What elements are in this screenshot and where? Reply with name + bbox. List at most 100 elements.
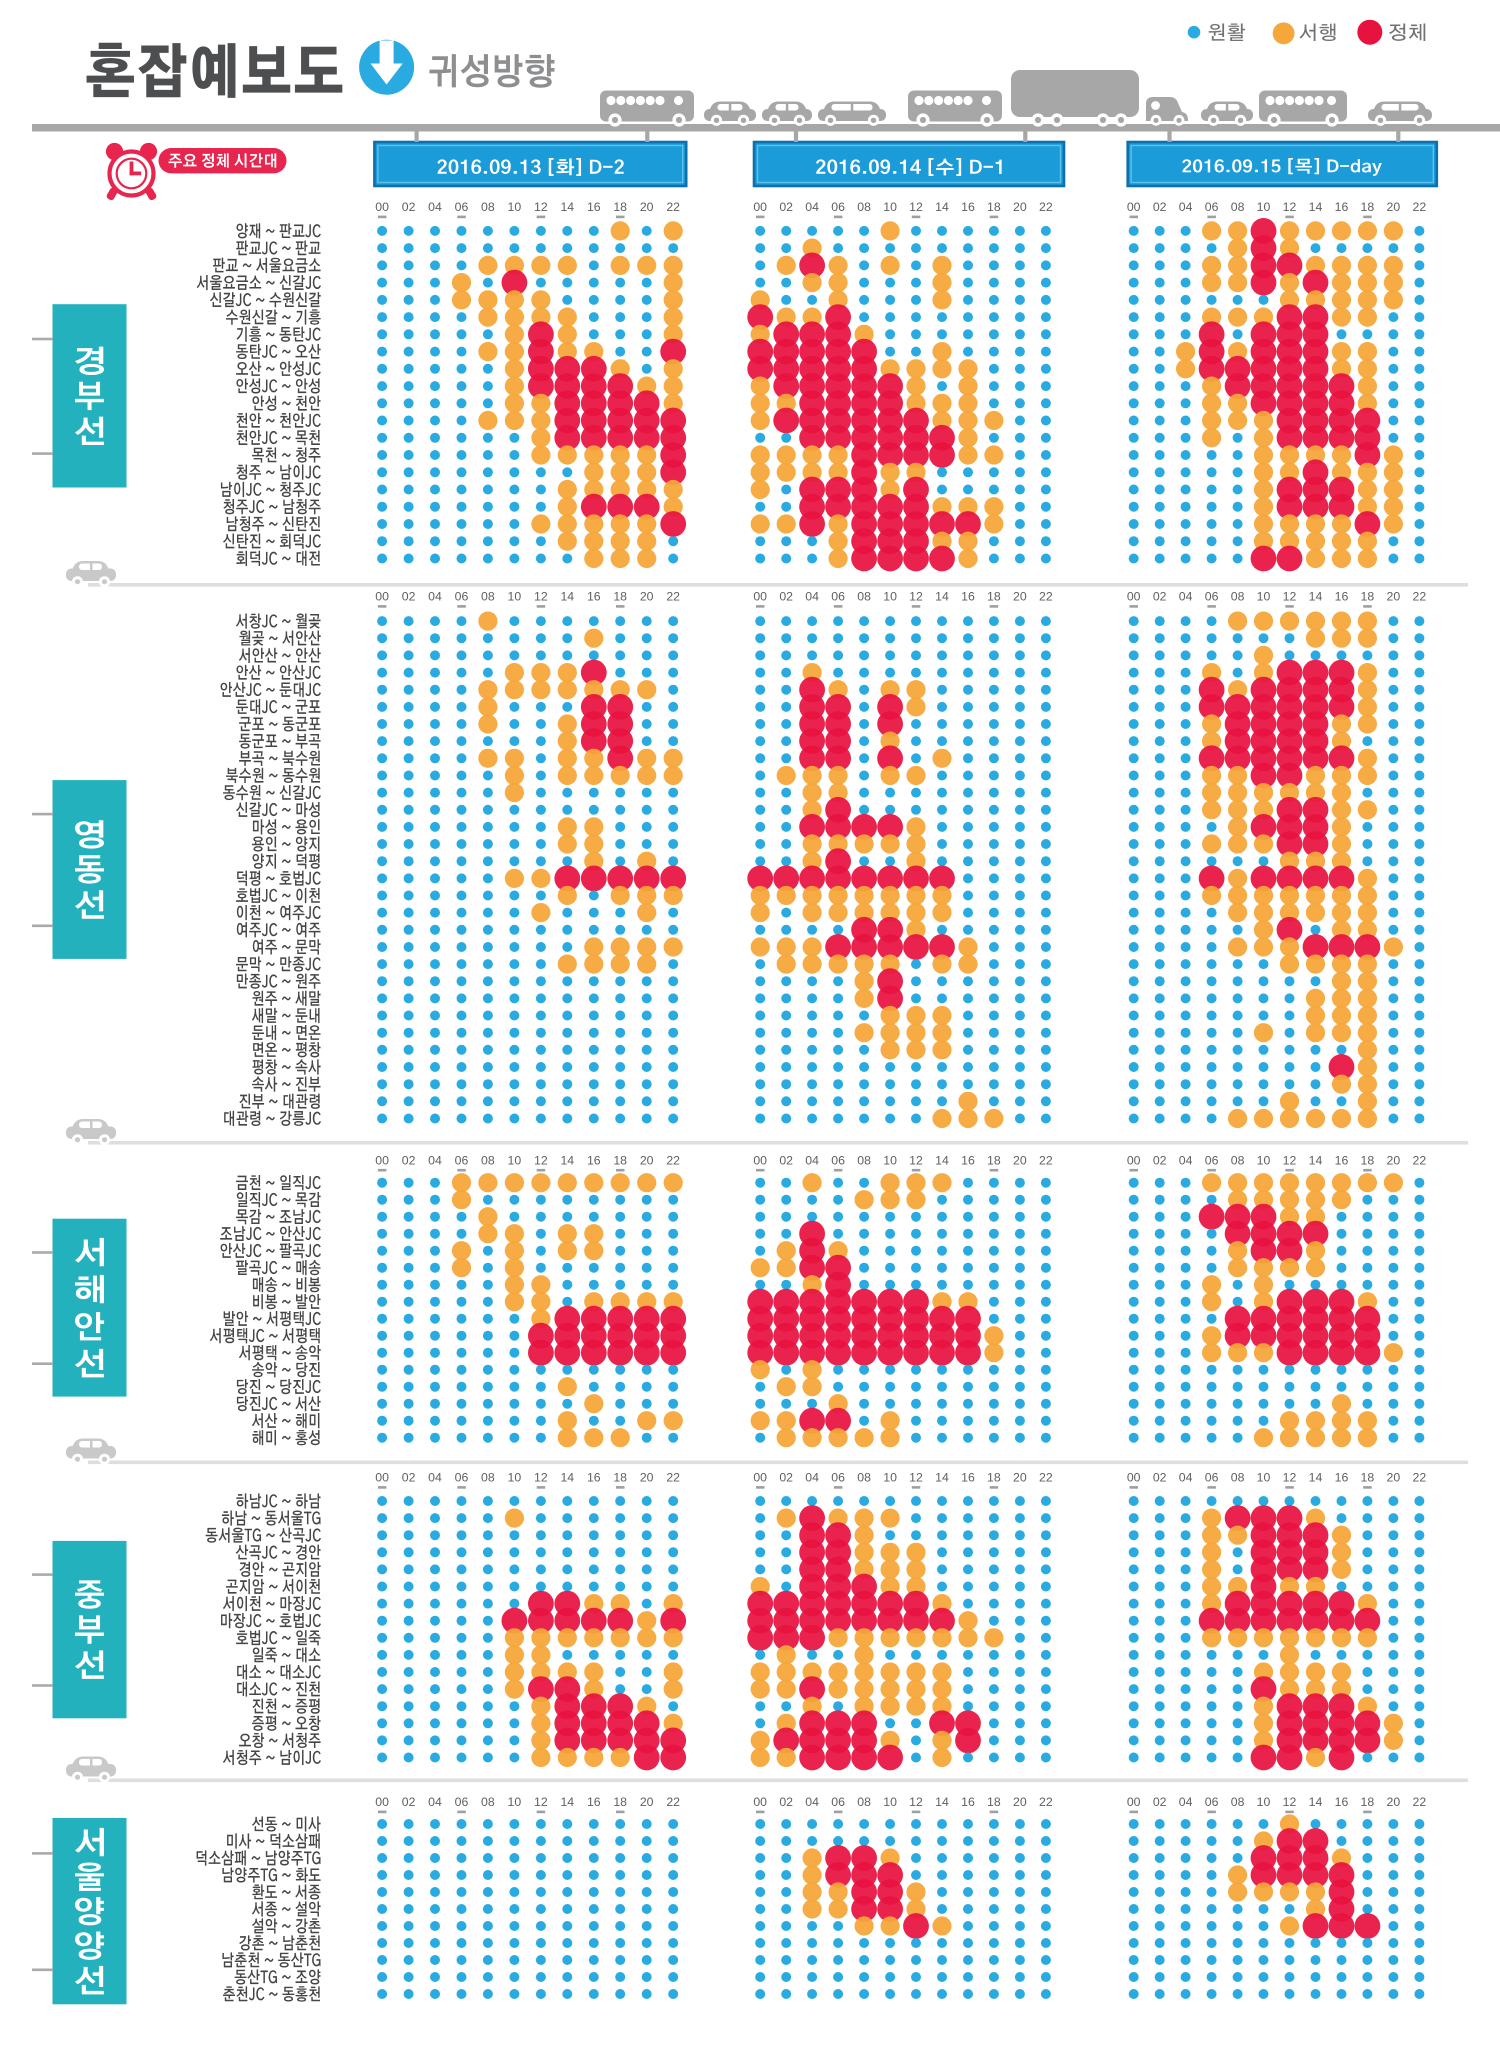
svg-text:12: 12: [909, 1471, 923, 1485]
svg-text:02: 02: [402, 590, 416, 604]
svg-text:20: 20: [640, 200, 654, 214]
svg-text:04: 04: [805, 200, 819, 214]
svg-text:12: 12: [909, 200, 923, 214]
svg-text:14: 14: [935, 200, 949, 214]
svg-text:16: 16: [587, 1154, 601, 1168]
svg-text:12: 12: [1283, 200, 1297, 214]
svg-text:20: 20: [640, 1154, 654, 1168]
svg-text:18: 18: [1361, 590, 1375, 604]
svg-text:06: 06: [455, 1795, 469, 1809]
svg-text:02: 02: [402, 1471, 416, 1485]
svg-text:14: 14: [935, 1471, 949, 1485]
svg-text:06: 06: [1205, 200, 1219, 214]
svg-text:00: 00: [1127, 1154, 1141, 1168]
svg-text:16: 16: [1335, 590, 1349, 604]
svg-text:08: 08: [481, 1795, 495, 1809]
svg-text:04: 04: [1179, 1154, 1193, 1168]
svg-text:16: 16: [587, 1471, 601, 1485]
svg-text:10: 10: [1257, 590, 1271, 604]
svg-text:06: 06: [1205, 1471, 1219, 1485]
svg-text:18: 18: [987, 1795, 1001, 1809]
svg-text:02: 02: [1153, 590, 1167, 604]
svg-text:08: 08: [857, 200, 871, 214]
svg-text:10: 10: [1257, 1471, 1271, 1485]
svg-text:22: 22: [1413, 1154, 1427, 1168]
svg-text:16: 16: [1335, 1795, 1349, 1809]
svg-text:18: 18: [987, 590, 1001, 604]
svg-text:02: 02: [402, 1154, 416, 1168]
svg-text:20: 20: [640, 1795, 654, 1809]
svg-text:20: 20: [1013, 200, 1027, 214]
svg-text:00: 00: [753, 200, 767, 214]
svg-text:14: 14: [1309, 1795, 1323, 1809]
svg-text:20: 20: [1013, 1471, 1027, 1485]
svg-text:18: 18: [613, 200, 627, 214]
svg-text:12: 12: [1283, 1795, 1297, 1809]
svg-text:08: 08: [1231, 200, 1245, 214]
svg-text:00: 00: [753, 1471, 767, 1485]
svg-text:16: 16: [961, 200, 975, 214]
svg-text:04: 04: [805, 590, 819, 604]
svg-text:16: 16: [961, 1471, 975, 1485]
svg-text:22: 22: [666, 590, 680, 604]
svg-text:18: 18: [1361, 1795, 1375, 1809]
svg-text:04: 04: [1179, 1471, 1193, 1485]
svg-text:22: 22: [1413, 1795, 1427, 1809]
svg-text:04: 04: [1179, 200, 1193, 214]
svg-text:06: 06: [455, 1471, 469, 1485]
svg-text:20: 20: [1013, 1795, 1027, 1809]
svg-text:00: 00: [375, 590, 389, 604]
svg-text:22: 22: [666, 1795, 680, 1809]
svg-text:20: 20: [1387, 200, 1401, 214]
svg-text:06: 06: [1205, 590, 1219, 604]
svg-text:02: 02: [779, 1795, 793, 1809]
svg-text:12: 12: [534, 1471, 548, 1485]
svg-text:08: 08: [857, 1154, 871, 1168]
svg-text:10: 10: [508, 200, 522, 214]
svg-text:12: 12: [1283, 1154, 1297, 1168]
svg-text:20: 20: [1387, 1471, 1401, 1485]
svg-text:04: 04: [805, 1154, 819, 1168]
svg-text:14: 14: [560, 1471, 574, 1485]
svg-text:08: 08: [1231, 590, 1245, 604]
svg-text:14: 14: [935, 1795, 949, 1809]
svg-text:14: 14: [560, 1154, 574, 1168]
svg-text:16: 16: [1335, 1471, 1349, 1485]
svg-text:18: 18: [1361, 1471, 1375, 1485]
svg-text:00: 00: [1127, 200, 1141, 214]
svg-text:20: 20: [1387, 590, 1401, 604]
svg-text:08: 08: [481, 1154, 495, 1168]
svg-text:10: 10: [508, 1471, 522, 1485]
svg-text:14: 14: [560, 200, 574, 214]
svg-text:06: 06: [1205, 1795, 1219, 1809]
svg-text:08: 08: [1231, 1154, 1245, 1168]
svg-text:22: 22: [666, 1154, 680, 1168]
svg-text:16: 16: [961, 1795, 975, 1809]
svg-text:04: 04: [428, 590, 442, 604]
svg-text:04: 04: [428, 1154, 442, 1168]
svg-text:10: 10: [883, 1471, 897, 1485]
svg-text:12: 12: [909, 590, 923, 604]
svg-text:10: 10: [883, 1795, 897, 1809]
svg-text:22: 22: [1413, 200, 1427, 214]
svg-text:08: 08: [481, 1471, 495, 1485]
svg-text:00: 00: [375, 1471, 389, 1485]
svg-text:18: 18: [1361, 1154, 1375, 1168]
svg-text:06: 06: [831, 1471, 845, 1485]
svg-text:10: 10: [508, 590, 522, 604]
svg-text:00: 00: [375, 200, 389, 214]
svg-text:22: 22: [1039, 590, 1053, 604]
svg-text:16: 16: [587, 1795, 601, 1809]
svg-text:00: 00: [1127, 1471, 1141, 1485]
svg-text:08: 08: [1231, 1795, 1245, 1809]
svg-text:02: 02: [779, 1154, 793, 1168]
svg-text:22: 22: [1039, 1154, 1053, 1168]
svg-text:12: 12: [909, 1795, 923, 1809]
svg-text:10: 10: [1257, 1795, 1271, 1809]
svg-text:12: 12: [534, 200, 548, 214]
svg-text:06: 06: [455, 200, 469, 214]
svg-text:08: 08: [857, 1795, 871, 1809]
svg-text:12: 12: [909, 1154, 923, 1168]
svg-text:04: 04: [428, 200, 442, 214]
svg-text:04: 04: [805, 1795, 819, 1809]
